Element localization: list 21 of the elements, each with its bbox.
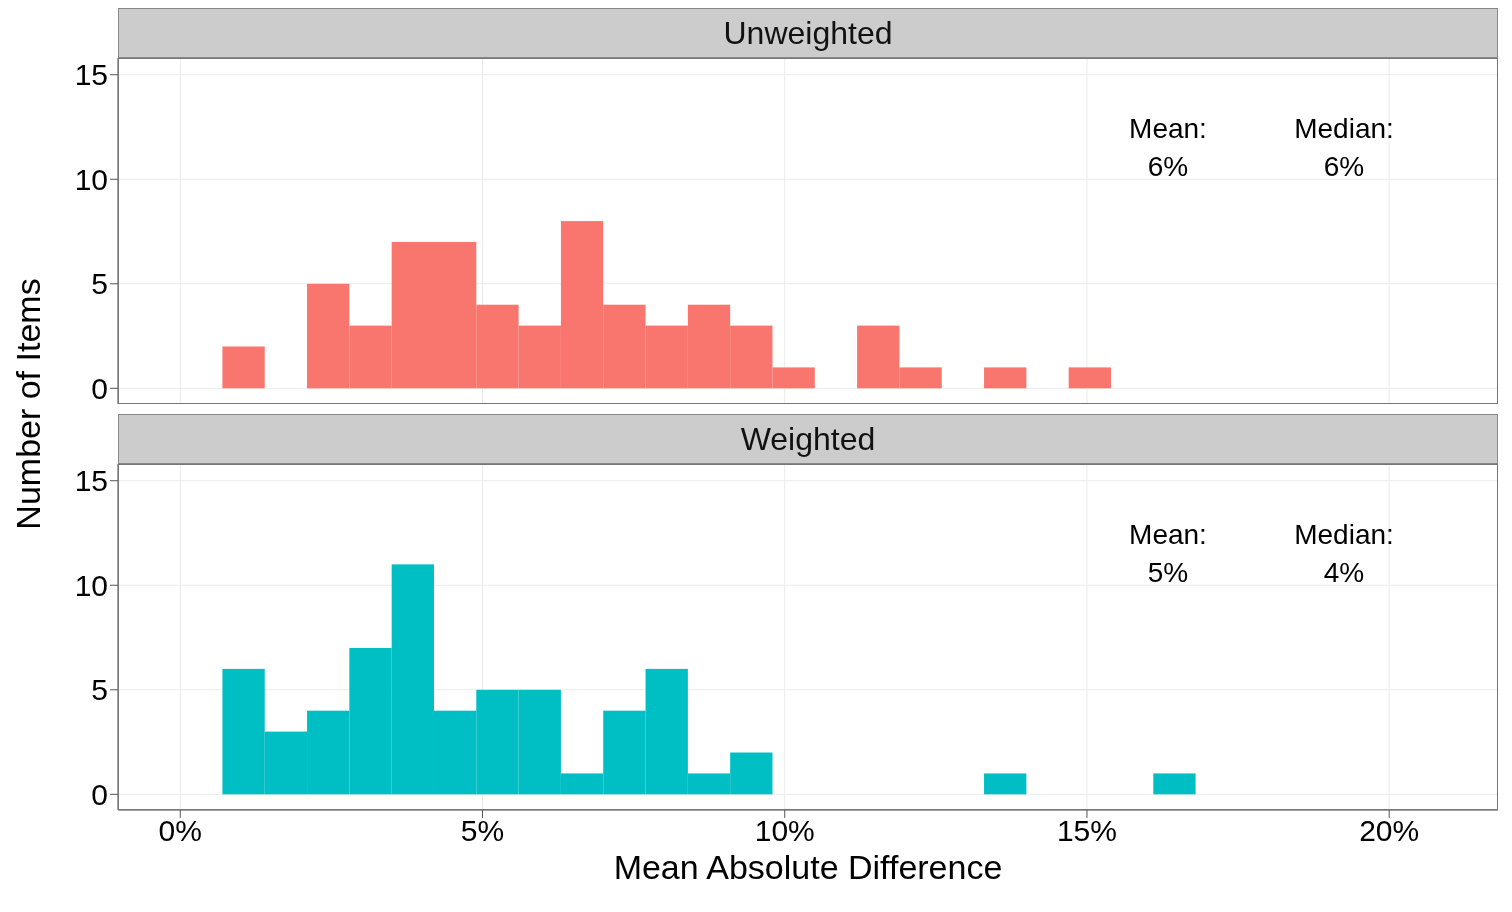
x-axis-title: Mean Absolute Difference — [612, 848, 1004, 887]
annotation: Mean: 6% — [1128, 112, 1208, 184]
y-tick-label: 15 — [74, 58, 108, 92]
x-tick-label: 15% — [1056, 814, 1117, 848]
chart-title: Weighted — [118, 414, 1498, 464]
y-tick-label: 0 — [91, 777, 108, 811]
y-tick-label: 10 — [74, 162, 108, 196]
x-tick-label: 5% — [460, 814, 505, 848]
x-tick-label: 0% — [158, 814, 202, 848]
x-tick-label: 20% — [1359, 814, 1420, 848]
y-tick-label: 5 — [91, 673, 108, 707]
y-tick-label: 0 — [91, 371, 108, 405]
annotation: Median: 6% — [1293, 112, 1395, 184]
y-tick-label: 15 — [74, 464, 108, 498]
chart-title: Unweighted — [118, 8, 1498, 58]
annotation: Mean: 5% — [1128, 518, 1208, 590]
annotation: Median: 4% — [1293, 518, 1395, 590]
y-axis-title: Number of Items — [8, 278, 48, 530]
y-tick-label: 10 — [74, 568, 108, 602]
x-tick-label: 10% — [754, 814, 815, 848]
y-tick-label: 5 — [91, 267, 108, 301]
